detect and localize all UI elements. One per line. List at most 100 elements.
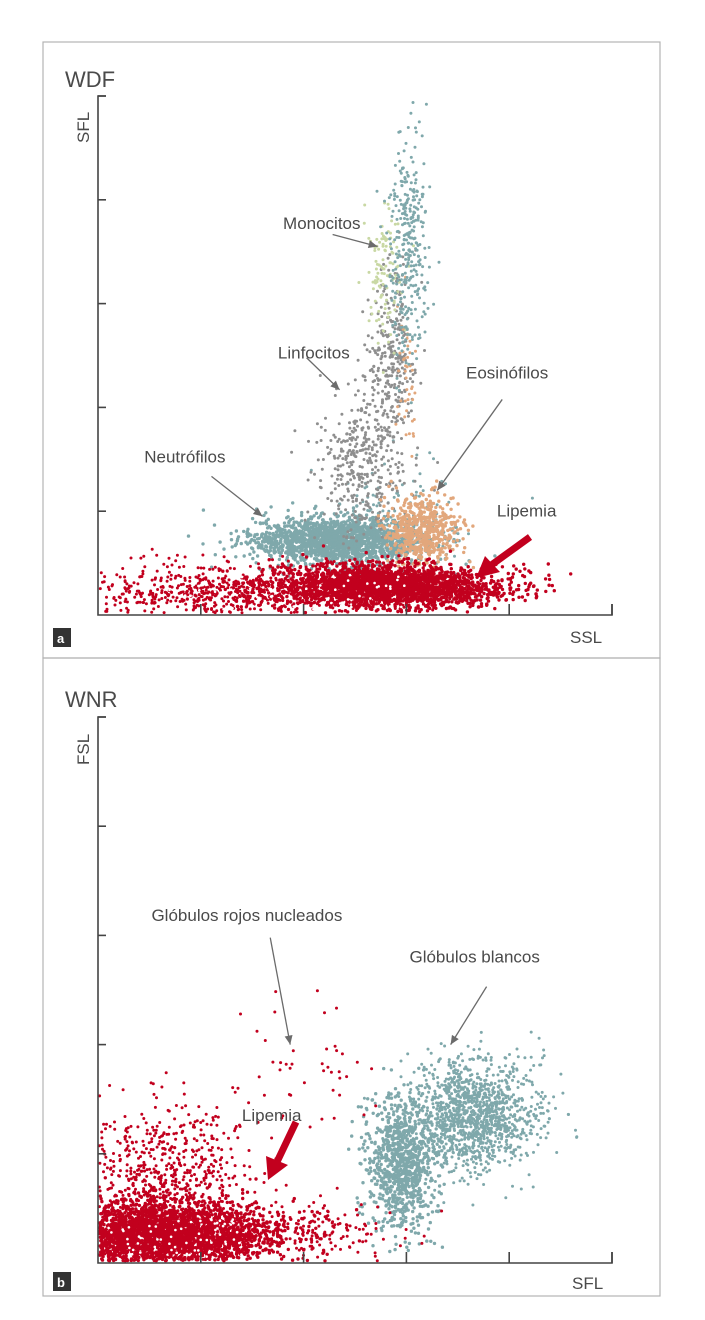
data-point [314,530,318,534]
data-point [345,432,349,436]
data-point [392,330,396,334]
data-point [300,519,304,523]
data-point [377,348,381,352]
data-point [405,311,408,315]
data-point [391,365,395,369]
data-point [292,556,296,560]
data-point [338,562,342,566]
data-point [468,560,472,564]
data-point [416,293,419,297]
data-point [327,544,331,548]
data-point [404,141,408,145]
data-point [357,521,362,525]
data-point [452,515,456,519]
data-point [367,270,371,274]
data-point [201,508,206,512]
data-point [336,456,340,460]
data-point [346,451,350,455]
data-point [388,253,392,257]
data-point [467,532,470,536]
data-point [391,209,395,213]
data-point [317,548,322,553]
data-point [367,444,371,448]
data-point [391,281,395,285]
data-point [417,568,422,572]
data-point [405,317,409,321]
data-point [269,505,273,509]
data-point [410,454,414,458]
data-point [298,555,303,559]
data-point [417,494,421,498]
data-point [378,240,382,244]
data-point [295,560,300,564]
data-point [342,494,346,498]
data-point [376,409,380,413]
data-point [260,573,265,577]
data-point [383,199,386,203]
data-point [333,435,337,439]
data-point [318,374,322,377]
data-point [366,425,370,429]
data-point [453,523,457,527]
data-point [323,428,327,432]
data-point [360,540,364,544]
data-point [386,554,390,559]
data-point [373,299,377,303]
data-point [416,446,420,450]
data-point [441,523,445,527]
data-point [360,472,364,476]
data-point [360,428,364,432]
data-point [337,536,341,541]
data-point [383,249,387,253]
data-point [390,420,394,423]
data-point [443,546,447,550]
data-point [334,553,339,557]
data-point [371,287,375,291]
data-point [415,453,419,457]
data-point [258,521,263,526]
data-point [389,479,393,483]
data-point [412,496,417,500]
data-point [405,523,410,527]
data-point [283,530,287,535]
data-point [333,538,338,542]
data-point [406,347,410,351]
data-point [364,406,368,410]
data-point [441,542,445,546]
data-point [366,447,370,451]
data-point [408,505,412,509]
data-point [356,424,359,428]
data-point [380,463,384,467]
data-point [340,440,343,444]
data-point [376,437,380,441]
data-point [371,440,375,444]
data-point [366,334,370,338]
data-point [259,546,264,550]
data-point [450,521,454,525]
data-point [445,502,449,507]
data-point [393,182,397,186]
data-point [527,569,531,573]
data-point [423,349,426,352]
data-point [311,543,315,547]
data-point [410,526,414,530]
data-point [408,187,412,191]
data-point [389,247,393,251]
data-point [410,492,414,496]
data-point [355,539,359,543]
data-point [405,409,409,413]
data-point [229,538,234,542]
data-point [449,514,453,518]
data-point [386,514,390,519]
data-point [409,308,413,312]
series-neutr-filos [186,439,534,581]
data-point [397,322,401,326]
data-point [376,488,380,492]
data-point [346,526,350,529]
data-point [335,556,340,560]
data-point [404,305,408,309]
data-point [445,536,449,540]
data-point [415,357,419,361]
data-point [412,219,415,223]
data-point [496,579,500,583]
